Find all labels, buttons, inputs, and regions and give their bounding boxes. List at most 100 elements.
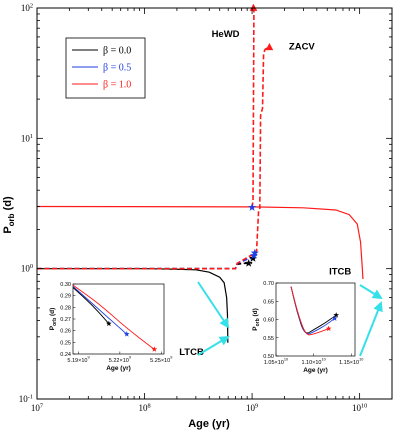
main-plot-frame bbox=[36, 7, 393, 400]
inset-x-tick-label-exp: 10 bbox=[284, 358, 288, 362]
inset-x-tick-label-base: 1.15×10 bbox=[339, 360, 359, 366]
inset-x-tick-label: 5.19×109 bbox=[67, 356, 89, 365]
inset-y-label-sub: orb bbox=[255, 318, 261, 326]
x-tick-label: 107 bbox=[31, 403, 43, 414]
y-axis-label-main: P bbox=[2, 226, 14, 233]
y-tick-label-base: 10 bbox=[19, 394, 29, 404]
inset-series-line-1 bbox=[72, 285, 128, 335]
y-tick-label: 101 bbox=[21, 133, 33, 144]
legend: β = 0.0 β = 0.5 β = 1.0 bbox=[65, 37, 146, 99]
inset-x-tick-label-base: 5.25×10 bbox=[150, 358, 170, 364]
inset-y-tick-label: 0.25 bbox=[60, 340, 71, 346]
star-marker-0 bbox=[244, 259, 253, 267]
y-axis-label: Porb (d) bbox=[2, 196, 16, 234]
y-tick-label-base: 10 bbox=[21, 264, 31, 274]
x-tick-label-exp: 10 bbox=[361, 403, 367, 410]
inset-x-tick-label: 1.05×1010 bbox=[264, 358, 288, 367]
inset-x-tick-label-exp: 10 bbox=[359, 358, 363, 362]
y-tick-label-base: 10 bbox=[21, 133, 31, 143]
zoom-arrow-3 bbox=[359, 301, 383, 357]
y-tick-label: 102 bbox=[21, 3, 33, 14]
inset-itcb: 0.500.550.600.650.701.05×10101.10×10101.… bbox=[246, 279, 365, 384]
inset-y-label: Porb (d) bbox=[49, 308, 58, 331]
inset-y-label: Porb (d) bbox=[252, 308, 261, 331]
inset-x-tick-label-base: 1.10×10 bbox=[301, 360, 321, 366]
x-tick-label: 108 bbox=[138, 403, 150, 414]
inset-y-tick-label: 0.55 bbox=[263, 336, 274, 342]
inset-x-tick-label: 1.15×1010 bbox=[339, 358, 363, 367]
zoom-arrow-2 bbox=[359, 284, 383, 300]
y-tick-label-exp: -1 bbox=[28, 394, 33, 401]
inset-y-tick-label: 0.24 bbox=[60, 352, 71, 358]
inset-star-marker-2 bbox=[151, 346, 158, 352]
inset-x-label: Age (yr) bbox=[303, 367, 328, 374]
inset-y-tick-label: 0.26 bbox=[60, 329, 71, 335]
y-tick-label-exp: 2 bbox=[30, 3, 33, 10]
x-tick-label-exp: 9 bbox=[255, 403, 258, 410]
inset-series-line-0 bbox=[72, 287, 110, 325]
inset-x-tick-label: 1.10×1010 bbox=[301, 358, 325, 367]
inset-series-line-2 bbox=[72, 284, 155, 350]
x-tick-label: 1010 bbox=[352, 403, 367, 414]
star-marker-4 bbox=[248, 203, 257, 211]
legend-label-0: β = 0.0 bbox=[103, 46, 131, 57]
x-tick-label: 109 bbox=[246, 403, 258, 414]
inset-x-tick-label-base: 1.05×10 bbox=[264, 360, 284, 366]
y-tick-label: 100 bbox=[21, 263, 33, 274]
inset-series-line-2 bbox=[290, 286, 329, 336]
inset-x-tick-label: 5.22×109 bbox=[109, 356, 131, 365]
zoom-arrow-1 bbox=[197, 335, 230, 356]
legend-box bbox=[65, 37, 146, 99]
annotation-ltcb: LTCB bbox=[179, 347, 204, 358]
inset-y-label-main: P bbox=[252, 326, 259, 331]
x-axis-label: Age (yr) bbox=[188, 418, 230, 430]
inset-star-marker-1 bbox=[123, 331, 130, 337]
main-markers-group bbox=[244, 3, 274, 267]
inset-y-tick-label: 0.60 bbox=[263, 318, 274, 324]
inset-y-label-unit: (d) bbox=[252, 308, 259, 318]
zoom-arrows-group bbox=[197, 281, 383, 357]
x-tick-label-exp: 7 bbox=[40, 403, 43, 410]
x-tick-label-base: 10 bbox=[138, 403, 148, 413]
y-tick-label-base: 10 bbox=[21, 3, 31, 13]
legend-label-1: β = 0.5 bbox=[103, 63, 131, 74]
annotation-zacv: ZACV bbox=[289, 42, 316, 53]
annotations-group: HeWD ZACV ITCB LTCB bbox=[179, 29, 351, 358]
inset-panel-0 bbox=[43, 280, 174, 382]
inset-x-tick-label-exp: 10 bbox=[322, 358, 326, 362]
annotation-hewd: HeWD bbox=[212, 29, 240, 40]
inset-ltcb: 0.240.250.260.270.280.290.305.19×1095.22… bbox=[43, 280, 174, 382]
inset-star-marker-1 bbox=[331, 315, 338, 321]
inset-y-tick-label: 0.29 bbox=[60, 294, 71, 300]
star-marker-3 bbox=[250, 248, 259, 257]
x-tick-label-base: 10 bbox=[352, 403, 362, 413]
inset-x-tick-label-exp: 9 bbox=[170, 356, 172, 360]
series-line-5 bbox=[36, 205, 365, 293]
inset-y-tick-label: 0.50 bbox=[263, 354, 274, 360]
annotation-itcb: ITCB bbox=[329, 267, 351, 278]
inset-y-tick-label: 0.27 bbox=[60, 317, 71, 323]
inset-x-tick-label: 5.25×109 bbox=[150, 356, 172, 365]
x-tick-label-exp: 8 bbox=[147, 403, 150, 410]
inset-y-tick-label: 0.30 bbox=[60, 282, 71, 288]
inset-y-label-sub: orb bbox=[52, 318, 58, 326]
inset-star-marker-2 bbox=[325, 325, 332, 332]
inset-x-tick-label-exp: 9 bbox=[87, 356, 89, 360]
y-tick-label-exp: 0 bbox=[30, 263, 33, 270]
legend-label-2: β = 1.0 bbox=[103, 80, 131, 91]
inset-x-tick-label-exp: 9 bbox=[129, 356, 131, 360]
inset-y-label-unit: (d) bbox=[49, 308, 56, 318]
y-tick-label-exp: 1 bbox=[30, 133, 33, 140]
zoom-arrow-0 bbox=[197, 281, 230, 329]
inset-star-marker-0 bbox=[106, 320, 112, 327]
triangle-marker-5 bbox=[249, 3, 258, 11]
x-tick-label-base: 10 bbox=[246, 403, 256, 413]
y-tick-label: 10-1 bbox=[19, 394, 33, 405]
inset-y-tick-label: 0.70 bbox=[263, 281, 274, 287]
y-axis-label-sub: orb bbox=[7, 213, 16, 226]
series-line-3 bbox=[37, 46, 269, 270]
inset-x-tick-label-base: 5.19×10 bbox=[67, 358, 87, 364]
triangle-marker-6 bbox=[265, 42, 274, 51]
